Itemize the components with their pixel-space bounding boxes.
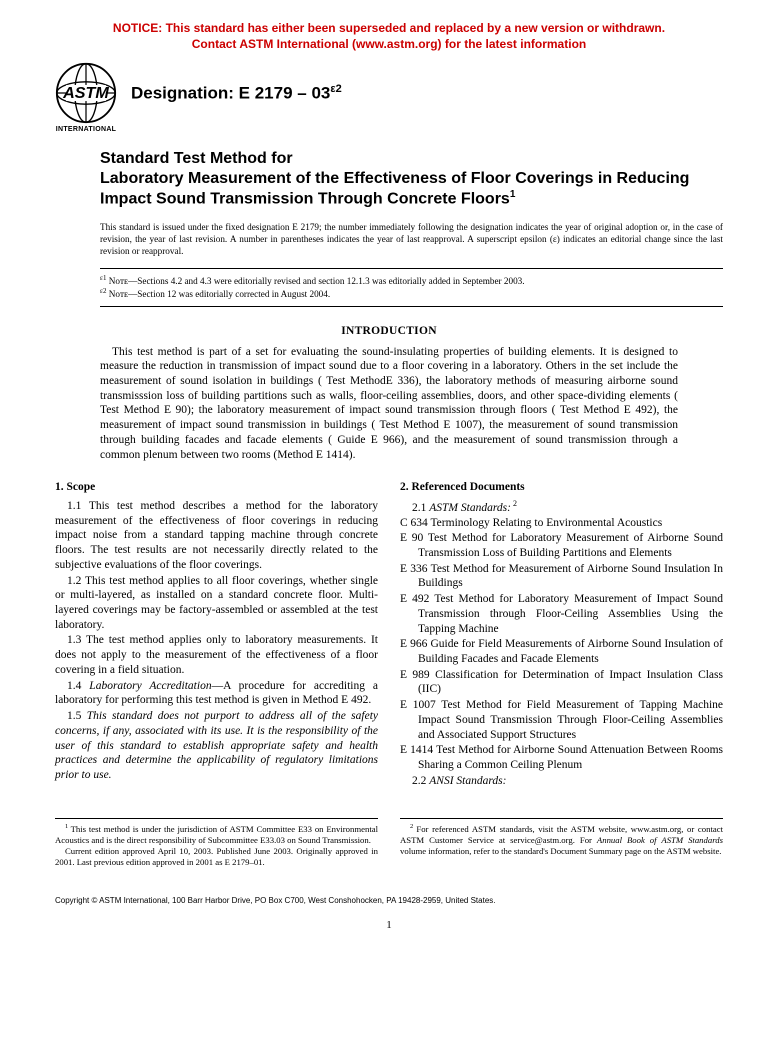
right-column: 2. Referenced Documents 2.1 ASTM Standar… <box>400 480 723 788</box>
p15-body: This standard does not purport to addres… <box>55 710 378 781</box>
scope-heading: 1. Scope <box>55 480 378 495</box>
footnote-2: 2 For referenced ASTM standards, visit t… <box>400 823 723 857</box>
sub22-num: 2.2 <box>412 775 429 787</box>
body-columns: 1. Scope 1.1 This test method describes … <box>55 480 723 788</box>
p15-num: 1.5 <box>67 710 87 722</box>
eps-note-2: ε2 Nᴏᴛᴇ—Section 12 was editorially corre… <box>100 287 723 300</box>
notice-line1: NOTICE: This standard has either been su… <box>113 21 665 35</box>
eps2-label: Nᴏᴛᴇ— <box>106 289 137 299</box>
footnote-col-right: 2 For referenced ASTM standards, visit t… <box>400 818 723 867</box>
para-1-1: 1.1 This test method describes a method … <box>55 499 378 573</box>
fn2-c: volume information, refer to the standar… <box>400 846 721 856</box>
withdrawal-notice: NOTICE: This standard has either been su… <box>55 20 723 52</box>
fn1-text: This test method is under the jurisdicti… <box>55 824 378 845</box>
introduction-body: This test method is part of a set for ev… <box>100 345 678 463</box>
designation-text: Designation: E 2179 – 03 <box>131 84 330 103</box>
epsilon-notes: ε1 Nᴏᴛᴇ—Sections 4.2 and 4.3 were editor… <box>100 268 723 307</box>
footnote-1: 1 This test method is under the jurisdic… <box>55 823 378 846</box>
astm-logo: ASTM INTERNATIONAL <box>55 62 117 124</box>
refdocs-heading: 2. Referenced Documents <box>400 480 723 495</box>
sub-2-1: 2.1 ASTM Standards: 2 <box>400 499 723 516</box>
para-1-3: 1.3 The test method applies only to labo… <box>55 633 378 677</box>
sub22-label: ANSI Standards: <box>429 775 506 787</box>
title-main: Laboratory Measurement of the Effectiven… <box>100 169 723 209</box>
sub21-fnref: 2 <box>511 499 517 508</box>
footnotes: 1 This test method is under the jurisdic… <box>55 818 723 867</box>
title-footnote-ref: 1 <box>510 189 516 200</box>
designation-epsilon: ε2 <box>330 83 341 95</box>
sub21-label: ASTM Standards: <box>429 502 511 514</box>
para-1-4: 1.4 Laboratory Accreditation—A procedure… <box>55 679 378 708</box>
p14-term: Laboratory Accreditation <box>89 680 211 692</box>
para-1-5: 1.5 This standard does not purport to ad… <box>55 709 378 783</box>
ref-e1007: E 1007 Test Method for Field Measurement… <box>400 698 723 742</box>
eps1-text: Sections 4.2 and 4.3 were editorially re… <box>137 276 524 286</box>
title-block: Standard Test Method for Laboratory Meas… <box>100 149 723 209</box>
ref-e90: E 90 Test Method for Laboratory Measurem… <box>400 531 723 560</box>
ref-e989: E 989 Classification for Determination o… <box>400 668 723 697</box>
svg-text:ASTM: ASTM <box>62 84 109 102</box>
page-number: 1 <box>55 919 723 931</box>
fn2-b: Annual Book of ASTM Standards <box>597 835 723 845</box>
eps1-label: Nᴏᴛᴇ— <box>106 276 137 286</box>
left-column: 1. Scope 1.1 This test method describes … <box>55 480 378 788</box>
ref-e966: E 966 Guide for Field Measurements of Ai… <box>400 637 723 666</box>
ref-e336: E 336 Test Method for Measurement of Air… <box>400 562 723 591</box>
p14-num: 1.4 <box>67 680 89 692</box>
logo-sublabel: INTERNATIONAL <box>55 126 117 133</box>
para-1-2: 1.2 This test method applies to all floo… <box>55 574 378 633</box>
sub-2-2: 2.2 ANSI Standards: <box>400 774 723 789</box>
title-lead: Standard Test Method for <box>100 149 723 169</box>
issuance-note: This standard is issued under the fixed … <box>100 222 723 258</box>
header-row: ASTM INTERNATIONAL Designation: E 2179 –… <box>55 62 723 124</box>
title-main-text: Laboratory Measurement of the Effectiven… <box>100 170 689 207</box>
designation: Designation: E 2179 – 03ε2 <box>131 83 342 104</box>
introduction-heading: INTRODUCTION <box>55 325 723 337</box>
ref-c634: C 634 Terminology Relating to Environmen… <box>400 516 723 531</box>
footnote-col-left: 1 This test method is under the jurisdic… <box>55 818 378 867</box>
ref-e492: E 492 Test Method for Laboratory Measure… <box>400 592 723 636</box>
footnote-1b: Current edition approved April 10, 2003.… <box>55 846 378 868</box>
ref-e1414: E 1414 Test Method for Airborne Sound At… <box>400 743 723 772</box>
sub21-num: 2.1 <box>412 502 429 514</box>
notice-line2: Contact ASTM International (www.astm.org… <box>192 37 586 51</box>
eps-note-1: ε1 Nᴏᴛᴇ—Sections 4.2 and 4.3 were editor… <box>100 274 723 287</box>
document-page: NOTICE: This standard has either been su… <box>0 0 778 961</box>
eps2-text: Section 12 was editorially corrected in … <box>137 289 330 299</box>
copyright-line: Copyright © ASTM International, 100 Barr… <box>55 896 723 905</box>
